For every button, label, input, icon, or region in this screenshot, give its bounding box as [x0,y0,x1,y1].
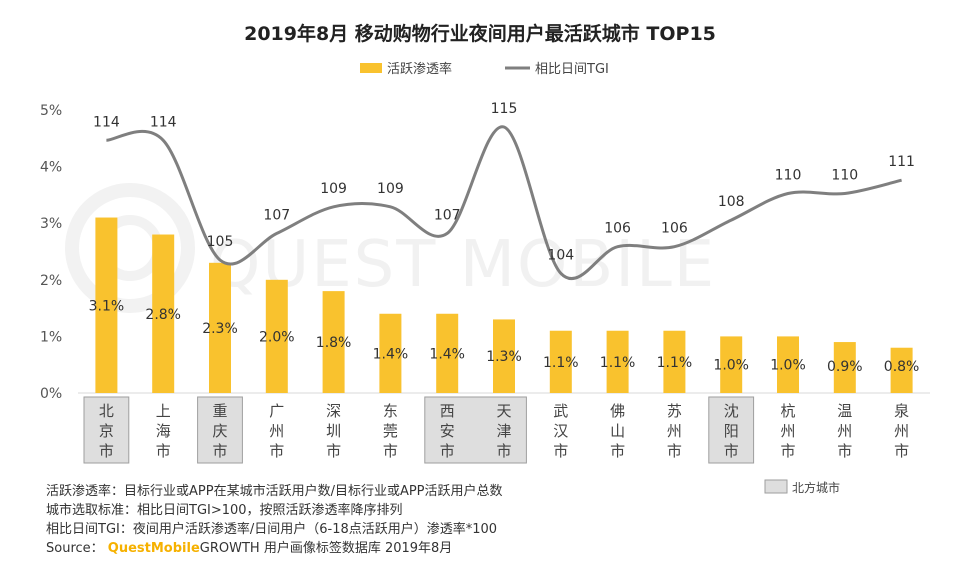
bar-value-label: 2.0% [259,329,295,345]
north-city-highlight [83,396,130,464]
bar-value-label: 1.4% [373,346,409,362]
bar [606,330,629,393]
y-tick-label: 0% [40,386,62,402]
y-tick-label: 4% [40,160,62,176]
tgi-value-label: 114 [150,114,177,130]
tgi-value-label: 114 [93,114,120,130]
x-tick-label: 广州市 [269,402,284,460]
bar-value-label: 1.1% [543,355,579,371]
bar [436,313,459,393]
tgi-value-label: 115 [491,101,518,117]
bar-value-label: 0.9% [827,359,863,375]
x-tick-label: 上海市 [156,402,171,460]
footnotes: 活跃渗透率：目标行业或APP在某城市活跃用户数/目标行业或APP活跃用户总数 城… [46,482,503,558]
x-tick-label: 佛山市 [610,402,625,460]
x-tick-label: 重庆市 [212,402,227,460]
chart-title: 2019年8月 移动购物行业夜间用户最活跃城市 TOP15 [244,22,716,45]
x-tick-label: 西安市 [440,402,455,460]
source-text: GROWTH 用户画像标签数据库 2019年8月 [199,541,453,556]
legend-swatch-bar [360,63,382,73]
tgi-value-label: 108 [718,194,745,210]
x-tick-label: 深圳市 [326,402,341,460]
bar [720,336,743,393]
x-tick-label: 东莞市 [383,402,398,460]
bar [265,279,288,393]
bar-value-label: 1.1% [657,355,693,371]
watermark-text: QUEST MOBILE [210,228,716,302]
y-tick-label: 1% [40,329,62,345]
y-tick-label: 2% [40,273,62,289]
tgi-value-label: 109 [320,181,347,197]
note-tgi: 相比日间TGI：夜间用户活跃渗透率/日间用户（6-18点活跃用户）渗透率*100 [46,522,498,537]
note-selection: 城市选取标准：相比日间TGI>100，按照活跃渗透率降序排列 [46,503,403,518]
tgi-value-label: 111 [888,154,915,170]
bar [379,313,402,393]
x-tick-label: 北京市 [99,402,114,460]
source-label: Source： [46,541,104,556]
tgi-value-label: 104 [547,247,574,263]
tgi-value-label: 107 [263,207,290,223]
source-line: Source： QuestMobileGROWTH 用户画像标签数据库 2019… [46,539,503,558]
brand-logo: QuestMobile [107,541,200,556]
bar-value-label: 2.8% [145,307,181,323]
tgi-value-label: 106 [604,221,631,237]
x-tick-label: 天津市 [496,402,511,460]
north-city-legend-label: 北方城市 [792,480,840,495]
north-city-legend-swatch [764,479,788,494]
tgi-line [106,125,902,281]
x-tick-label: 沈阳市 [724,402,739,460]
bar [833,342,856,393]
tgi-value-label: 105 [207,234,234,250]
bar [777,336,799,393]
bar-value-label: 1.0% [713,358,749,374]
bar [549,330,572,393]
bar-value-label: 2.3% [202,321,238,337]
tgi-value-label: 107 [434,207,461,223]
bar [322,291,345,393]
tgi-value-label: 109 [377,181,404,197]
bar [663,330,686,393]
bar [209,262,231,393]
bar-value-label: 0.8% [884,359,920,375]
x-tick-label: 温州市 [837,402,852,460]
bar [493,319,515,393]
bar-value-label: 1.4% [429,346,465,362]
legend-label-line: 相比日间TGI [535,62,609,77]
x-tick-label: 苏州市 [667,402,682,460]
bar-value-label: 3.1% [89,298,125,314]
north-city-highlight [424,396,527,464]
x-tick-label: 武汉市 [553,402,568,460]
note-active-rate: 活跃渗透率：目标行业或APP在某城市活跃用户数/目标行业或APP活跃用户总数 [46,484,503,499]
x-tick-label: 杭州市 [780,402,795,460]
bar [890,347,913,393]
bar [152,234,175,393]
north-city-highlight [197,396,243,464]
bar-value-label: 1.1% [600,355,636,371]
watermark-ring-outer [65,183,195,313]
legend-label-bar: 活跃渗透率 [387,61,452,77]
tgi-value-label: 110 [831,168,858,184]
tgi-value-label: 106 [661,221,688,237]
bar-value-label: 1.0% [770,358,806,374]
bar [95,217,118,393]
x-tick-label: 泉州市 [894,402,909,460]
y-tick-label: 5% [40,103,62,119]
bar-value-label: 1.3% [486,349,522,365]
north-city-highlight [708,396,755,464]
tgi-value-label: 110 [775,168,802,184]
y-tick-label: 3% [40,216,62,232]
bar-value-label: 1.8% [316,335,352,351]
